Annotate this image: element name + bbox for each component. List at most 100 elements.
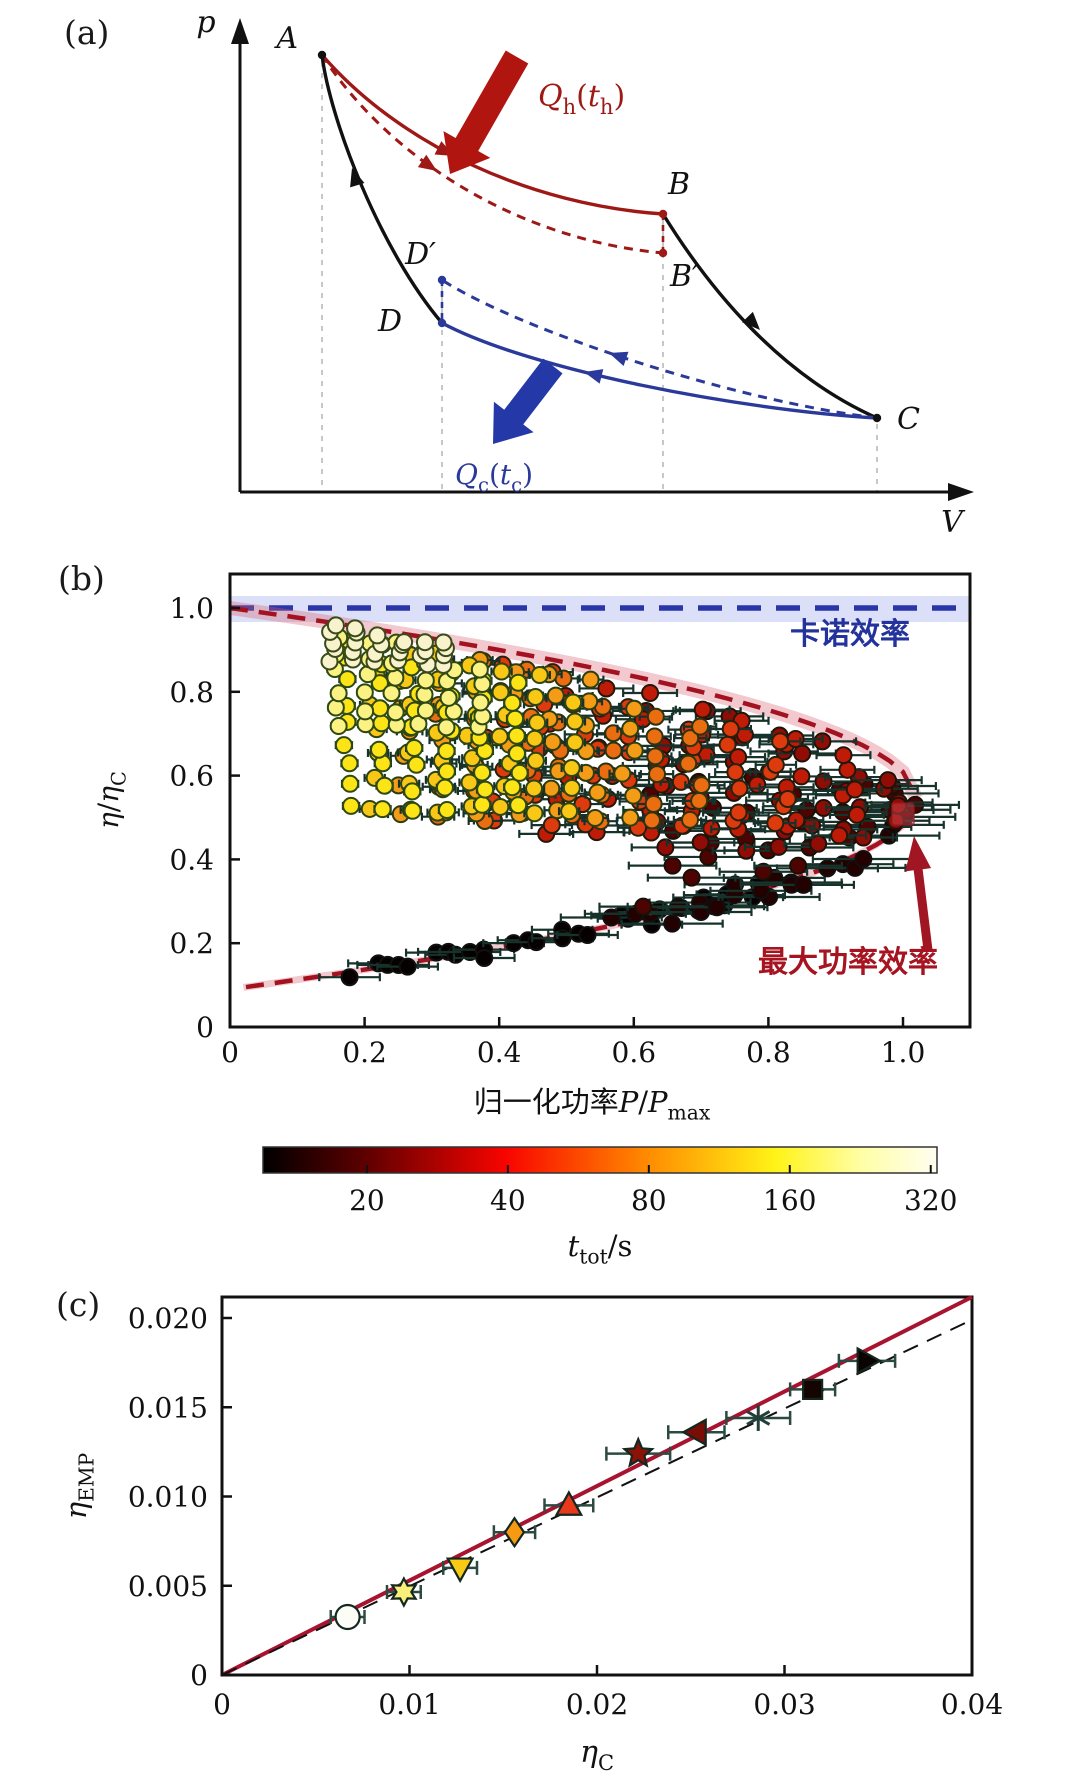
- svg-text:0.4: 0.4: [477, 1036, 522, 1069]
- data-point: [329, 717, 348, 736]
- compression-DA: [320, 54, 444, 325]
- data-point: [403, 782, 422, 801]
- data-point: [403, 801, 422, 820]
- data-point: [526, 751, 545, 770]
- data-point: [663, 914, 682, 933]
- isotherm-hot-fast: [320, 54, 664, 255]
- data-point: [386, 668, 405, 687]
- data-point: [691, 717, 710, 736]
- data-point: [682, 868, 701, 887]
- svg-text:D′: D′: [404, 237, 436, 272]
- data-point: [356, 702, 375, 721]
- heat-in-arrow: [443, 50, 529, 175]
- emp-point-triangle-down: [442, 1557, 479, 1584]
- data-point: [341, 774, 360, 793]
- data-point: [681, 810, 700, 829]
- data-point: [471, 693, 490, 712]
- data-point: [460, 773, 479, 792]
- svg-text:0.005: 0.005: [128, 1570, 208, 1603]
- data-point: [527, 933, 546, 952]
- colorbar-label: ttot/s: [568, 1229, 633, 1269]
- svg-text:0.010: 0.010: [128, 1481, 208, 1514]
- svg-text:320: 320: [904, 1184, 957, 1217]
- data-point: [530, 665, 549, 684]
- data-point: [510, 763, 529, 782]
- data-point: [507, 726, 526, 745]
- heat-out-arrow: [493, 358, 563, 444]
- data-point: [691, 833, 710, 852]
- data-point: [845, 780, 864, 799]
- svg-text:0.4: 0.4: [169, 843, 214, 876]
- svg-text:0.03: 0.03: [753, 1688, 815, 1721]
- data-point: [588, 783, 607, 802]
- svg-text:0: 0: [213, 1688, 231, 1721]
- data-point: [398, 957, 417, 976]
- data-point: [526, 688, 545, 707]
- carnot-efficiency-label: 卡诺效率: [790, 617, 910, 652]
- data-point: [581, 670, 600, 689]
- data-point: [748, 775, 767, 794]
- data-point: [525, 779, 544, 798]
- data-point: [565, 712, 584, 731]
- svg-text:V: V: [941, 505, 966, 540]
- heat-in-label: Qh(th): [538, 79, 625, 119]
- svg-text:0: 0: [196, 1011, 214, 1044]
- data-point: [681, 729, 700, 748]
- state-point-B-prime: [658, 248, 668, 258]
- data-point: [634, 897, 653, 916]
- state-point-B: [658, 209, 668, 219]
- data-point: [621, 719, 640, 738]
- data-point: [416, 671, 435, 690]
- data-point: [490, 727, 509, 746]
- svg-text:80: 80: [631, 1184, 667, 1217]
- emp-point-triangle-left: [667, 1418, 726, 1447]
- data-point: [370, 674, 389, 693]
- data-point: [602, 908, 621, 927]
- data-point: [645, 727, 664, 746]
- data-point: [370, 699, 389, 718]
- data-point: [473, 675, 492, 694]
- max-power-efficiency-label: 最大功率效率: [758, 945, 938, 980]
- data-point: [771, 732, 790, 751]
- emp-point-circle: [329, 1603, 366, 1631]
- data-point: [342, 796, 361, 815]
- svg-text:A: A: [273, 21, 298, 56]
- data-point: [503, 778, 522, 797]
- data-point: [560, 802, 579, 821]
- data-point: [604, 741, 623, 760]
- emp-arrow: [905, 836, 933, 951]
- data-point: [679, 754, 698, 773]
- data-point: [525, 729, 544, 748]
- data-point: [395, 633, 414, 652]
- heat-out-label: Qc(tc): [455, 458, 533, 496]
- data-point: [437, 718, 456, 737]
- svg-text:0.015: 0.015: [128, 1391, 208, 1424]
- svg-text:0.2: 0.2: [169, 927, 214, 960]
- svg-text:160: 160: [763, 1184, 816, 1217]
- data-point: [473, 795, 492, 814]
- data-point: [405, 738, 424, 757]
- svg-text:1.0: 1.0: [881, 1036, 926, 1069]
- data-point: [879, 771, 898, 790]
- data-point: [726, 763, 745, 782]
- data-point: [528, 713, 547, 732]
- data-point: [473, 763, 492, 782]
- emp-etac-chart: 0 0.01 0.02 0.03 0.04 0 0.005 0.010 0.015 0.020 ηC…: [59, 1295, 1003, 1775]
- data-point: [690, 791, 709, 810]
- xlabel-c: ηC: [580, 1735, 614, 1775]
- data-point: [373, 800, 392, 819]
- svg-text:0.02: 0.02: [566, 1688, 628, 1721]
- svg-text:0.8: 0.8: [169, 676, 214, 709]
- data-point: [718, 735, 737, 754]
- data-point: [854, 850, 873, 869]
- data-point: [642, 811, 661, 830]
- data-point: [508, 744, 527, 763]
- data-point: [834, 746, 853, 765]
- data-point: [346, 619, 365, 638]
- data-point: [416, 701, 435, 720]
- data-point: [646, 707, 665, 726]
- svg-text:0.2: 0.2: [342, 1036, 387, 1069]
- pv-diagram: p V A B B′ C DD′ Qh(th) Qc(tc): [196, 5, 974, 540]
- data-point: [648, 765, 667, 784]
- plot-border-b: [228, 572, 972, 1029]
